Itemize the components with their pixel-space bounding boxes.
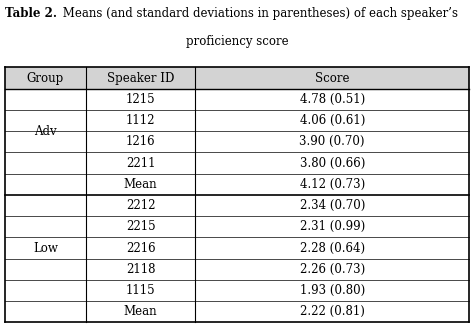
Text: 2.31 (0.99): 2.31 (0.99): [300, 220, 365, 233]
Text: Means (and standard deviations in parentheses) of each speaker’s: Means (and standard deviations in parent…: [59, 7, 458, 20]
Text: 1216: 1216: [126, 135, 155, 148]
Text: 2211: 2211: [126, 157, 155, 169]
Text: Mean: Mean: [124, 178, 157, 191]
Text: Speaker ID: Speaker ID: [107, 72, 174, 85]
Text: Low: Low: [33, 241, 58, 255]
Text: 2215: 2215: [126, 220, 155, 233]
Text: 1112: 1112: [126, 114, 155, 127]
Text: 4.12 (0.73): 4.12 (0.73): [300, 178, 365, 191]
Text: 2.26 (0.73): 2.26 (0.73): [300, 263, 365, 276]
Text: 1.93 (0.80): 1.93 (0.80): [300, 284, 365, 297]
Text: 4.06 (0.61): 4.06 (0.61): [300, 114, 365, 127]
Bar: [5, 67, 469, 89]
Text: Score: Score: [315, 72, 349, 85]
Text: 3.90 (0.70): 3.90 (0.70): [300, 135, 365, 148]
Text: Group: Group: [27, 72, 64, 85]
Text: 2216: 2216: [126, 241, 155, 255]
Text: Table 2.: Table 2.: [5, 7, 57, 20]
Text: Adv: Adv: [34, 125, 57, 138]
Text: 2.22 (0.81): 2.22 (0.81): [300, 305, 365, 318]
Text: 3.80 (0.66): 3.80 (0.66): [300, 157, 365, 169]
Text: 2212: 2212: [126, 199, 155, 212]
Text: Mean: Mean: [124, 305, 157, 318]
Text: 2.28 (0.64): 2.28 (0.64): [300, 241, 365, 255]
Text: 1115: 1115: [126, 284, 155, 297]
Text: proficiency score: proficiency score: [186, 35, 288, 48]
Text: 4.78 (0.51): 4.78 (0.51): [300, 93, 365, 106]
Text: 2118: 2118: [126, 263, 155, 276]
Text: 2.34 (0.70): 2.34 (0.70): [300, 199, 365, 212]
Text: 1215: 1215: [126, 93, 155, 106]
